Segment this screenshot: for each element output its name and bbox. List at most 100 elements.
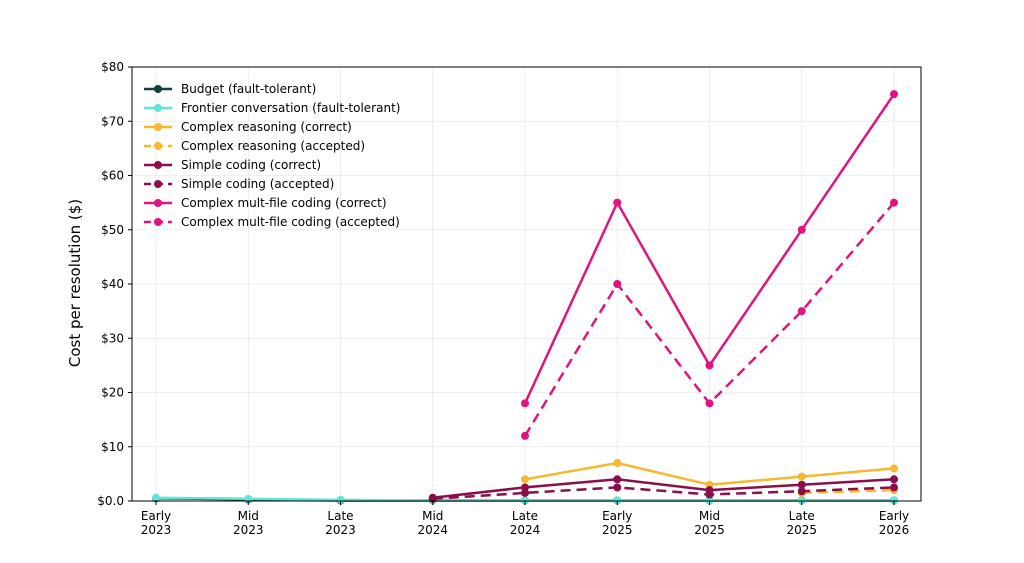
legend-label: Complex reasoning (correct) <box>181 120 352 134</box>
data-point <box>521 488 529 497</box>
x-tick-label: Early 2026 <box>879 509 910 537</box>
x-tick-label-line: 2023 <box>325 523 356 537</box>
legend-item: Simple coding (accepted) <box>144 177 334 191</box>
x-tick-label: Mid 2025 <box>694 509 725 537</box>
data-point <box>890 475 898 484</box>
data-point <box>797 472 806 481</box>
x-tick-label-line: Late <box>512 509 538 523</box>
legend-label: Budget (fault-tolerant) <box>181 82 316 96</box>
data-point <box>613 475 622 484</box>
data-point <box>613 459 622 468</box>
data-point <box>705 490 714 499</box>
legend-marker <box>154 199 162 207</box>
y-tick-label: $40 <box>101 277 124 291</box>
legend-marker <box>154 161 162 169</box>
x-tick-label: Early 2023 <box>141 509 172 537</box>
legend-label: Frontier conversation (fault-tolerant) <box>181 101 400 115</box>
data-point <box>521 431 529 440</box>
data-point <box>705 361 714 370</box>
x-tick-label-line: 2023 <box>233 523 264 537</box>
y-tick-label: $60 <box>101 169 124 183</box>
data-point <box>613 496 622 505</box>
legend-label: Simple coding (accepted) <box>181 177 334 191</box>
x-tick-label-line: Early <box>602 509 632 523</box>
y-axis-title: Cost per resolution ($) <box>66 199 84 367</box>
data-point <box>152 493 160 502</box>
data-point <box>336 495 345 504</box>
x-tick-label: Late 2024 <box>510 509 541 537</box>
x-tick-label-line: Mid <box>422 509 443 523</box>
legend-label: Complex mult-file coding (correct) <box>181 196 387 210</box>
grid <box>132 66 921 502</box>
legend-label: Complex reasoning (accepted) <box>181 139 365 153</box>
data-point <box>797 480 806 489</box>
data-point <box>705 496 714 505</box>
series-7 <box>521 90 898 408</box>
data-point <box>890 496 898 505</box>
data-point <box>613 198 622 207</box>
data-point <box>797 225 806 234</box>
legend-label: Simple coding (correct) <box>181 158 321 172</box>
y-tick-label: $10 <box>101 440 124 454</box>
x-tick-label-line: 2023 <box>141 523 172 537</box>
legend: Budget (fault-tolerant) Frontier conversa… <box>144 82 400 229</box>
x-tick-label: Mid 2023 <box>233 509 264 537</box>
y-tick-label: $80 <box>101 60 124 74</box>
y-axis: $0.0 $10 $20 $30 $40 $50 $60 $70 $80 <box>97 60 132 508</box>
y-tick-label: $30 <box>101 331 124 345</box>
data-point <box>890 464 898 473</box>
legend-item: Complex mult-file coding (accepted) <box>144 215 400 229</box>
x-tick-label: Late 2023 <box>325 509 356 537</box>
data-point <box>613 280 622 288</box>
y-tick-label: $70 <box>101 114 124 128</box>
x-tick-label-line: Late <box>327 509 353 523</box>
x-tick-label: Late 2025 <box>786 509 817 537</box>
series-line <box>801 488 895 495</box>
x-tick-label-line: 2025 <box>786 523 817 537</box>
x-tick-label-line: 2024 <box>417 523 448 537</box>
legend-marker <box>154 104 162 112</box>
legend-label: Complex mult-file coding (accepted) <box>181 215 400 229</box>
x-tick-label-line: 2024 <box>510 523 541 537</box>
series-8 <box>521 198 898 440</box>
x-tick-label: Early 2025 <box>602 509 633 537</box>
data-point <box>521 399 529 408</box>
series-line <box>432 478 895 499</box>
data-point <box>797 496 806 505</box>
data-point <box>890 90 898 99</box>
x-tick-label-line: Early <box>879 509 909 523</box>
x-tick-label-line: 2025 <box>602 523 633 537</box>
x-tick-label-line: 2025 <box>694 523 725 537</box>
data-point <box>890 198 898 207</box>
data-point <box>797 307 806 316</box>
x-tick-label-line: Mid <box>699 509 720 523</box>
x-tick-label-line: Early <box>141 509 171 523</box>
legend-marker <box>154 123 162 131</box>
legend-item: Complex mult-file coding (correct) <box>144 196 387 210</box>
series-6 <box>428 483 898 503</box>
data-point <box>521 496 529 505</box>
x-tick-label-line: 2026 <box>879 523 910 537</box>
y-tick-label: $50 <box>101 223 124 237</box>
data-point <box>797 487 806 496</box>
series-5 <box>428 475 898 502</box>
data-point <box>705 399 714 408</box>
series-line <box>432 486 895 501</box>
data-point <box>613 483 622 492</box>
y-tick-label: $0.0 <box>97 494 124 508</box>
legend-marker <box>154 218 162 226</box>
data-point <box>890 483 898 492</box>
y-tick-label: $20 <box>101 386 124 400</box>
x-tick-label-line: Late <box>789 509 815 523</box>
legend-item: Budget (fault-tolerant) <box>144 82 316 96</box>
x-tick-label-line: Mid <box>238 509 259 523</box>
legend-marker <box>154 85 162 93</box>
legend-item: Complex reasoning (accepted) <box>144 139 365 153</box>
legend-item: Frontier conversation (fault-tolerant) <box>144 101 400 115</box>
legend-marker <box>154 142 162 150</box>
legend-marker <box>154 180 162 188</box>
legend-item: Simple coding (correct) <box>144 158 321 172</box>
x-tick-label: Mid 2024 <box>417 509 448 537</box>
